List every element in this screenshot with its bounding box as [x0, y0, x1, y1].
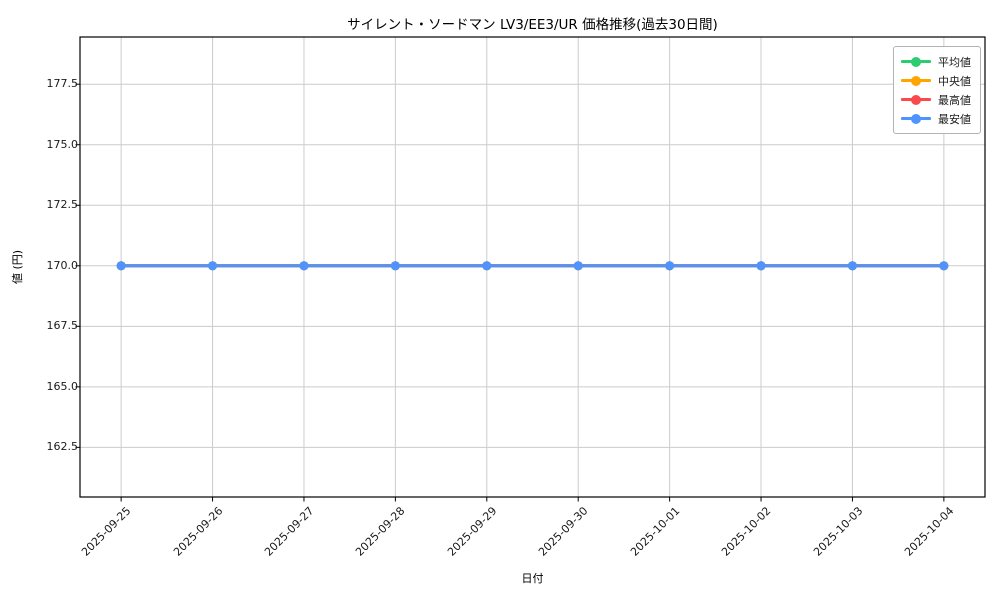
y-tick-label: 175.0 [46, 137, 79, 151]
plot-border [79, 36, 986, 498]
y-tick-label: 162.5 [46, 440, 79, 454]
legend-item: 最高値 [901, 90, 971, 109]
data-point-3 [482, 261, 492, 271]
x-axis-label: 日付 [521, 572, 544, 585]
chart-title: サイレント・ソードマン LV3/EE3/UR 価格推移(過去30日間) [347, 17, 718, 33]
data-point-3 [847, 261, 857, 271]
legend-item: 中央値 [901, 71, 971, 90]
legend-marker-blue [901, 113, 931, 125]
data-point-3 [756, 261, 766, 271]
legend-marker-orange [901, 75, 931, 87]
legend-label: 最高値 [938, 93, 971, 107]
y-tick-label: 165.0 [46, 379, 79, 393]
data-point-3 [116, 261, 126, 271]
y-tick-label: 170.0 [46, 258, 79, 272]
y-tick-label: 177.5 [46, 77, 79, 91]
y-tick-label: 167.5 [46, 319, 79, 333]
legend-label: 最安値 [938, 112, 971, 126]
data-point-3 [390, 261, 400, 271]
legend-label: 平均値 [938, 55, 971, 69]
legend-item: 最安値 [901, 109, 971, 128]
data-point-3 [299, 261, 309, 271]
y-axis-label: 値 (円) [11, 249, 24, 285]
legend-marker-red [901, 94, 931, 106]
data-point-3 [573, 261, 583, 271]
y-tick-label: 172.5 [46, 198, 79, 212]
legend-label: 中央値 [938, 74, 971, 88]
legend-marker-green [901, 56, 931, 68]
legend: 平均値 中央値 最高値 最安値 [893, 46, 981, 134]
legend-item: 平均値 [901, 52, 971, 71]
data-point-3 [939, 261, 949, 271]
data-point-3 [665, 261, 675, 271]
data-point-3 [208, 261, 218, 271]
